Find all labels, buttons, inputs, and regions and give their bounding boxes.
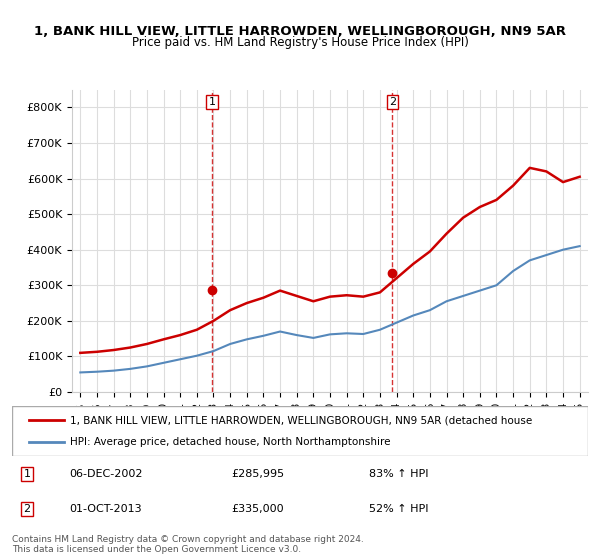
Text: 1: 1 <box>209 97 215 107</box>
Text: 83% ↑ HPI: 83% ↑ HPI <box>369 469 428 479</box>
Text: 2: 2 <box>389 97 396 107</box>
Text: 2: 2 <box>23 504 31 514</box>
Text: 52% ↑ HPI: 52% ↑ HPI <box>369 504 428 514</box>
Text: 1: 1 <box>23 469 31 479</box>
Text: HPI: Average price, detached house, North Northamptonshire: HPI: Average price, detached house, Nort… <box>70 437 390 447</box>
Text: £335,000: £335,000 <box>231 504 284 514</box>
Text: 06-DEC-2002: 06-DEC-2002 <box>70 469 143 479</box>
Text: Contains HM Land Registry data © Crown copyright and database right 2024.
This d: Contains HM Land Registry data © Crown c… <box>12 535 364 554</box>
Text: 1, BANK HILL VIEW, LITTLE HARROWDEN, WELLINGBOROUGH, NN9 5AR (detached house: 1, BANK HILL VIEW, LITTLE HARROWDEN, WEL… <box>70 415 532 425</box>
Text: 01-OCT-2013: 01-OCT-2013 <box>70 504 142 514</box>
FancyBboxPatch shape <box>12 406 588 456</box>
Text: 1, BANK HILL VIEW, LITTLE HARROWDEN, WELLINGBOROUGH, NN9 5AR: 1, BANK HILL VIEW, LITTLE HARROWDEN, WEL… <box>34 25 566 38</box>
Text: £285,995: £285,995 <box>231 469 284 479</box>
Text: Price paid vs. HM Land Registry's House Price Index (HPI): Price paid vs. HM Land Registry's House … <box>131 36 469 49</box>
